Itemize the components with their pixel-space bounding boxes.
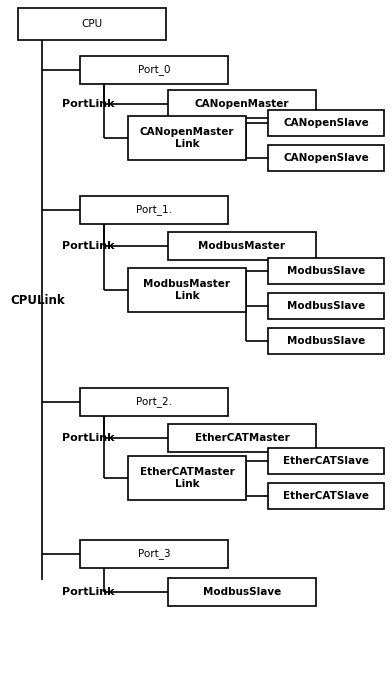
Text: EtherCATSlave: EtherCATSlave — [283, 456, 369, 466]
Text: CANopenMaster
Link: CANopenMaster Link — [140, 127, 234, 149]
Text: PortLink: PortLink — [62, 587, 114, 597]
Text: ModbusSlave: ModbusSlave — [287, 266, 365, 276]
Bar — [80, 388, 228, 416]
Bar — [168, 90, 316, 118]
Bar — [80, 540, 228, 568]
Bar — [268, 483, 384, 509]
Bar — [168, 424, 316, 452]
Text: ModbusMaster
Link: ModbusMaster Link — [143, 279, 230, 301]
Text: CANopenMaster: CANopenMaster — [195, 99, 289, 109]
Bar — [128, 268, 246, 312]
Bar — [268, 448, 384, 474]
Text: PortLink: PortLink — [62, 241, 114, 251]
Bar — [268, 328, 384, 354]
Text: PortLink: PortLink — [62, 433, 114, 443]
Text: ModbusSlave: ModbusSlave — [203, 587, 281, 597]
Bar — [268, 145, 384, 171]
Bar — [128, 456, 246, 500]
Bar — [128, 116, 246, 160]
Bar — [268, 293, 384, 319]
Text: PortLink: PortLink — [62, 99, 114, 109]
Bar — [18, 8, 166, 40]
Text: CANopenSlave: CANopenSlave — [283, 153, 369, 163]
Text: CPU: CPU — [82, 19, 103, 29]
Bar — [268, 258, 384, 284]
Bar — [168, 232, 316, 260]
Text: EtherCATMaster: EtherCATMaster — [194, 433, 289, 443]
Text: EtherCATSlave: EtherCATSlave — [283, 491, 369, 501]
Text: CANopenSlave: CANopenSlave — [283, 118, 369, 128]
Text: ModbusMaster: ModbusMaster — [198, 241, 285, 251]
Bar — [168, 578, 316, 606]
Text: Port_1.: Port_1. — [136, 205, 172, 215]
Text: ModbusSlave: ModbusSlave — [287, 301, 365, 311]
Bar — [268, 110, 384, 136]
Text: ModbusSlave: ModbusSlave — [287, 336, 365, 346]
Text: Port_3: Port_3 — [138, 549, 170, 560]
Text: CPULink: CPULink — [10, 293, 65, 306]
Text: EtherCATMaster
Link: EtherCATMaster Link — [140, 467, 234, 489]
Bar — [80, 56, 228, 84]
Bar — [80, 196, 228, 224]
Text: Port_2.: Port_2. — [136, 397, 172, 408]
Text: Port_0: Port_0 — [138, 64, 170, 75]
